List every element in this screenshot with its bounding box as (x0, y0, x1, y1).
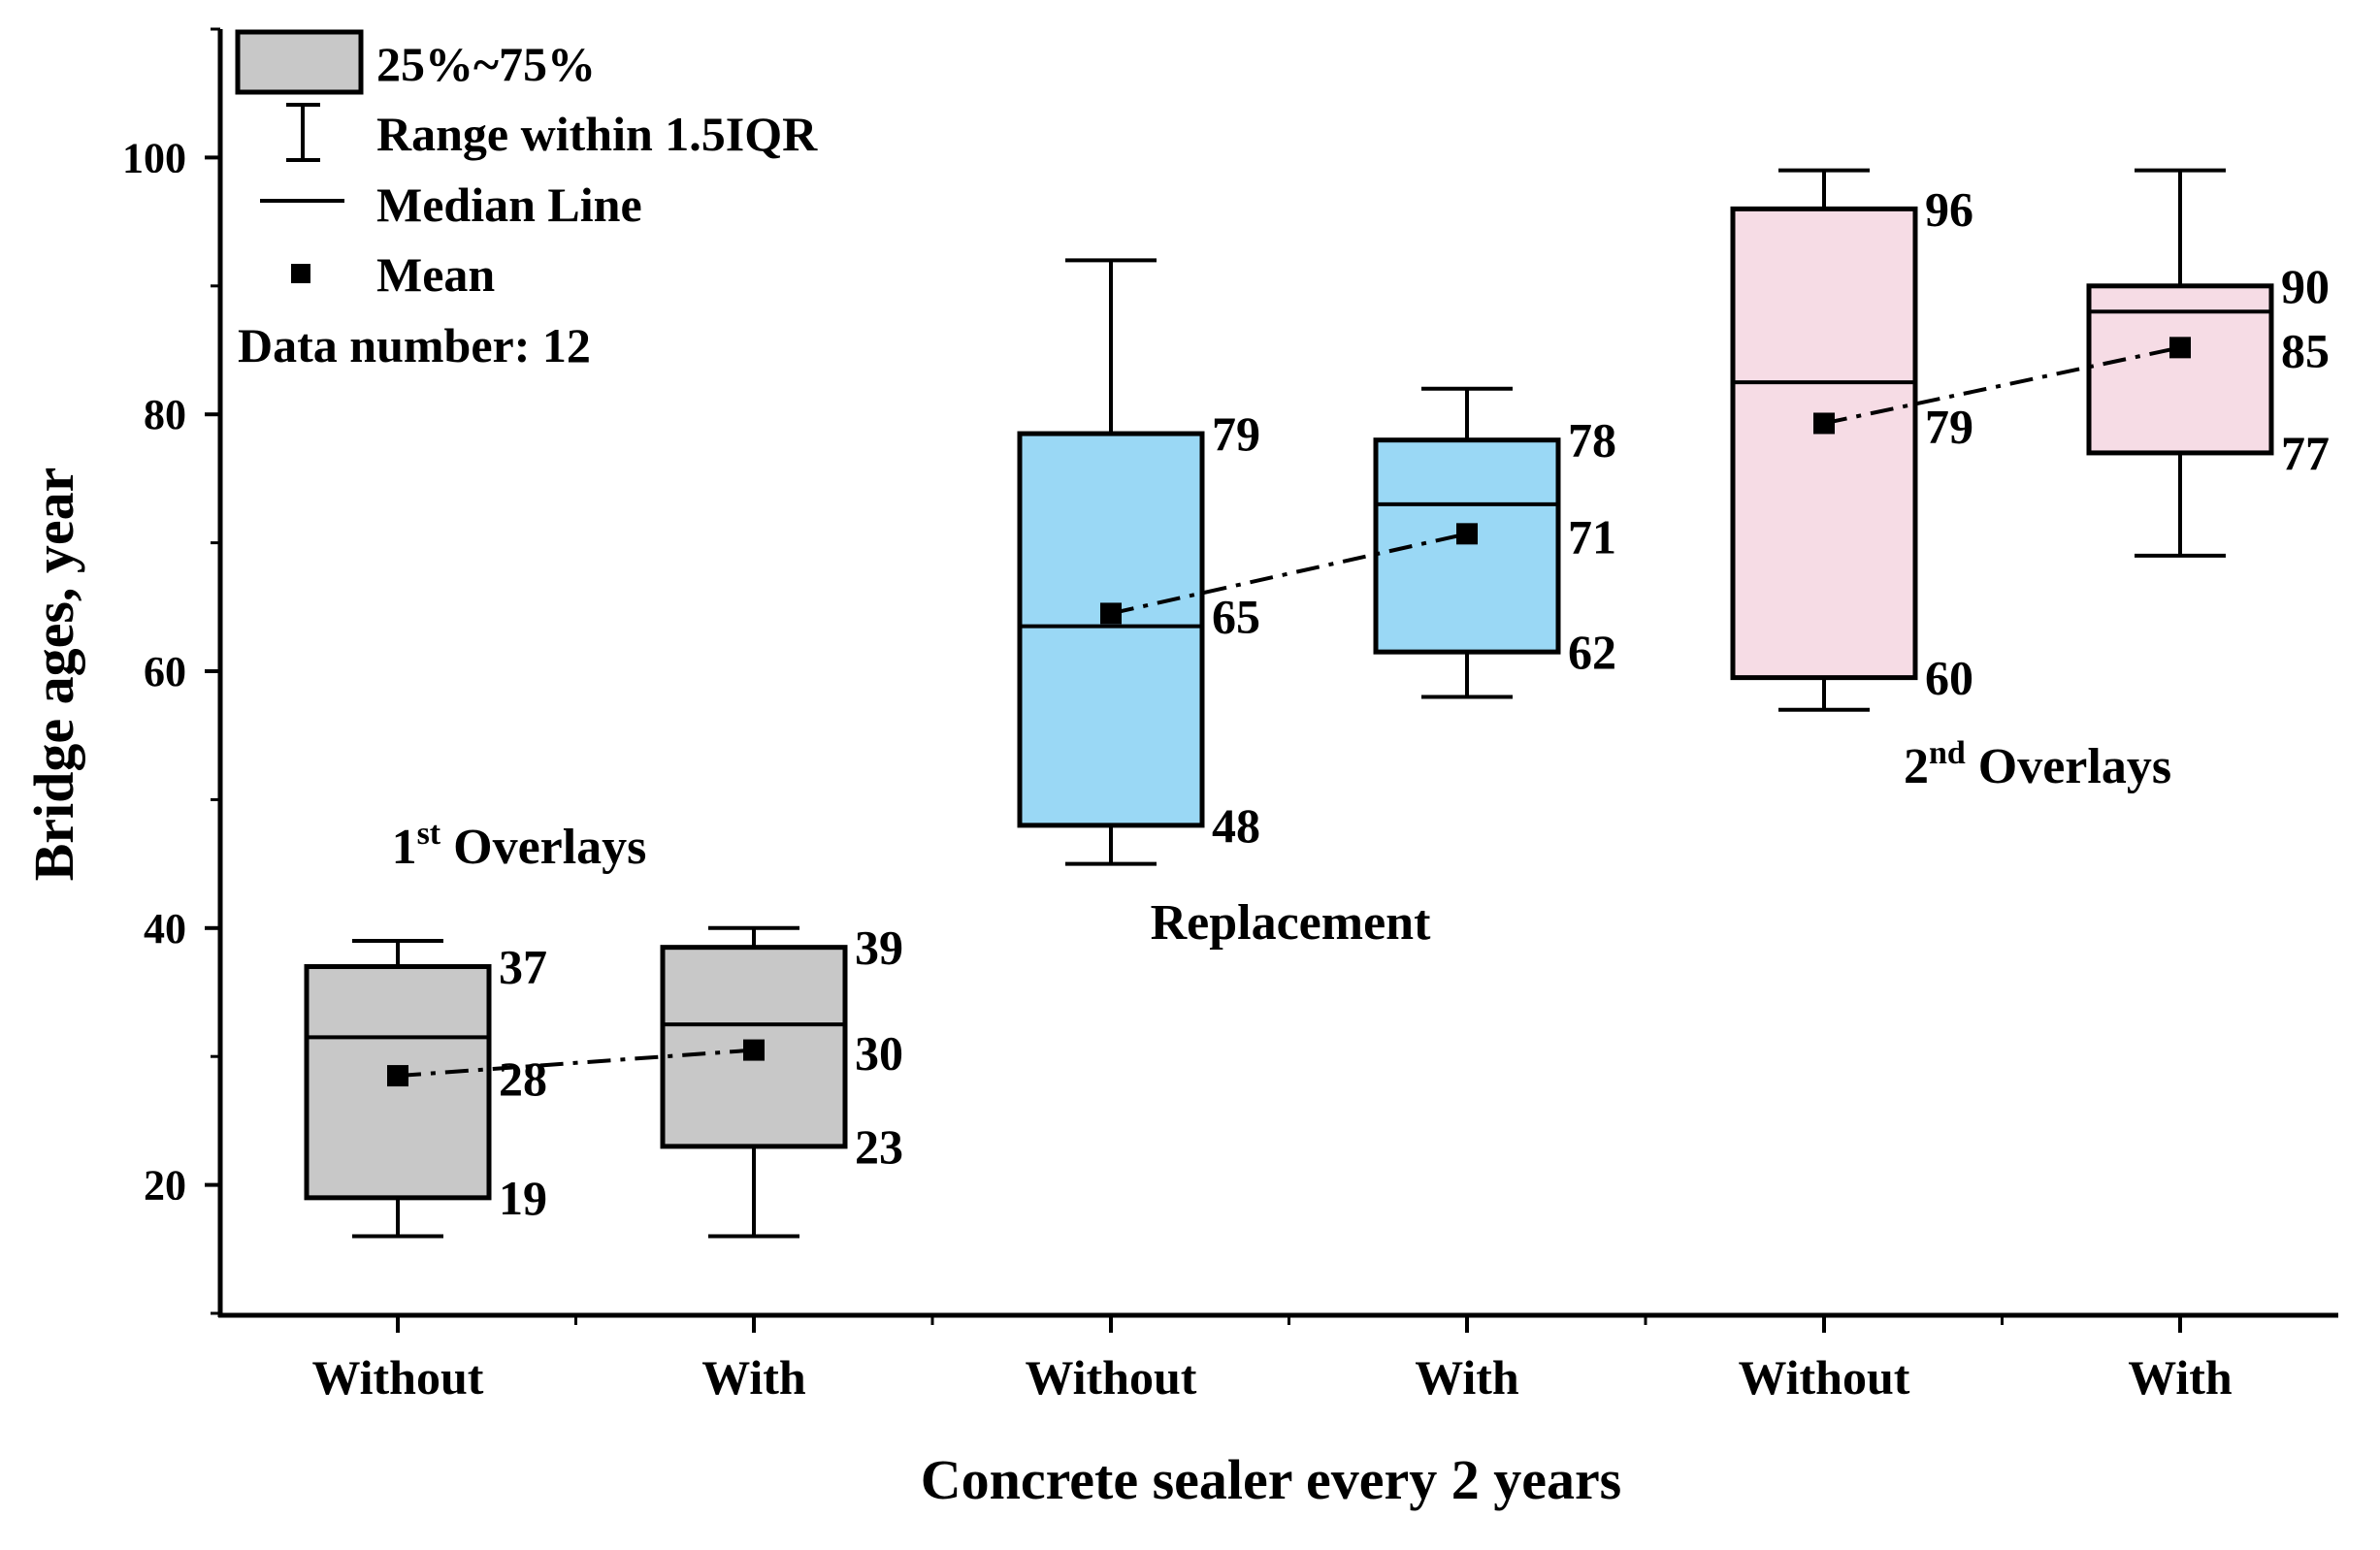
legend-whisker-label: Range within 1.5IQR (376, 107, 818, 161)
group-labels: 1st Overlays Replacement 2nd Overlays (392, 735, 2171, 951)
q1-label: 19 (499, 1171, 547, 1225)
mean-connector (1110, 532, 1468, 616)
iqr-box (2086, 283, 2274, 456)
x-axis-title: Concrete sealer every 2 years (921, 1448, 1622, 1511)
mean-label: 65 (1212, 589, 1260, 643)
group-label: Replacement (1151, 895, 1431, 951)
legend-box-swatch (235, 29, 364, 95)
group-label: 2nd Overlays (1904, 735, 2171, 794)
legend: 25%~75% Range within 1.5IQR Median Line … (235, 29, 818, 372)
q3-label: 96 (1925, 181, 1973, 236)
box-value-labels: 37 28 19 39 30 23 79 65 48 78 71 62 96 79 60 90 85 77 (499, 181, 2330, 1224)
mean-label: 85 (2281, 323, 2330, 377)
q1-label: 62 (1568, 625, 1616, 679)
x-tick-label: Without (1739, 1350, 1910, 1405)
x-tick-label: Without (1026, 1350, 1197, 1405)
mean-label: 79 (1925, 399, 1973, 453)
q3-label: 90 (2281, 259, 2330, 313)
legend-data-number: Data number: 12 (238, 318, 591, 372)
mean-marker (2169, 337, 2191, 359)
legend-mean-label: Mean (376, 247, 495, 302)
mean-connector (1823, 345, 2181, 426)
q3-label: 37 (499, 940, 547, 994)
y-ticks: 20 40 60 80 100 (122, 27, 220, 1315)
q1-label: 60 (1925, 651, 1973, 705)
q3-label: 79 (1212, 406, 1260, 461)
x-tick-label: With (2128, 1350, 2233, 1405)
x-tick-label: With (1415, 1350, 1519, 1405)
y-tick-label: 20 (144, 1162, 186, 1210)
y-tick-label: 100 (122, 134, 186, 181)
legend-whisker-symbol (286, 103, 320, 162)
mean-marker (743, 1039, 765, 1061)
q3-label: 39 (855, 920, 903, 975)
iqr-box (1730, 206, 1918, 681)
x-ticks: Without With Without With Without With (312, 1315, 2233, 1405)
q1-label: 77 (2281, 426, 2330, 480)
mean-label: 28 (499, 1051, 547, 1106)
iqr-box (1373, 437, 1561, 655)
y-tick-label: 80 (144, 391, 186, 438)
mean-label: 71 (1568, 509, 1616, 564)
legend-box-label: 25%~75% (376, 37, 596, 91)
q3-label: 78 (1568, 413, 1616, 468)
q1-label: 48 (1212, 798, 1260, 853)
boxes (304, 168, 2274, 1239)
y-axis-title: Bridge ages, year (22, 468, 85, 882)
q1-label: 23 (855, 1119, 903, 1174)
x-tick-label: Without (312, 1350, 484, 1405)
mean-connector (397, 1048, 755, 1079)
mean-label: 30 (855, 1026, 903, 1081)
y-tick-label: 60 (144, 648, 186, 695)
mean-connector-lines (397, 345, 2181, 1079)
mean-marker (1456, 523, 1478, 545)
legend-mean-symbol (291, 264, 310, 283)
y-tick-label: 40 (144, 905, 186, 953)
group-label: 1st Overlays (392, 816, 647, 875)
legend-median-label: Median Line (376, 178, 642, 232)
x-tick-label: With (701, 1350, 806, 1405)
iqr-box (1017, 431, 1205, 828)
